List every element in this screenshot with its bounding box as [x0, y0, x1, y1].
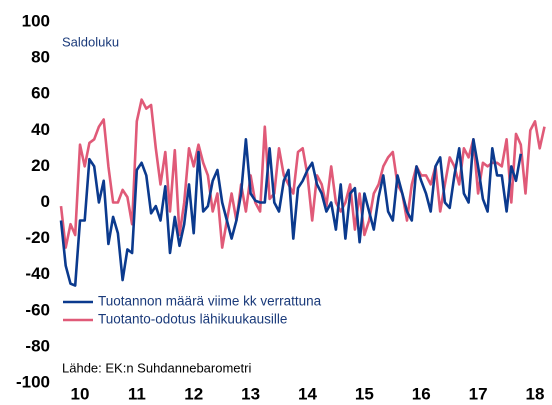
legend-label: Tuotannon määrä viime kk verrattuna: [98, 294, 322, 309]
series-line: [59, 98, 546, 249]
x-tick-label: 13: [241, 384, 260, 403]
y-tick-label: -60: [25, 300, 50, 319]
x-tick-label: 14: [298, 384, 317, 403]
series-line: [59, 138, 523, 287]
y-tick-label: 0: [41, 192, 50, 211]
y-tick-label: 20: [31, 156, 50, 175]
source: Lähde: EK:n Suhdannebarometri: [62, 360, 251, 375]
unit-label: Saldoluku: [62, 34, 119, 49]
y-tick-label: -100: [16, 372, 50, 391]
legend-label: Tuotanto-odotus lähikuukausille: [98, 312, 287, 327]
x-tick-label: 10: [70, 384, 89, 403]
y-tick-label: 40: [31, 120, 50, 139]
x-tick-label: 18: [526, 384, 545, 403]
x-tick-label: 16: [412, 384, 431, 403]
y-tick-label: -20: [25, 228, 50, 247]
y-tick-label: -80: [25, 336, 50, 355]
y-tick-label: 80: [31, 48, 50, 67]
x-tick-label: 15: [355, 384, 374, 403]
y-tick-label: 60: [31, 84, 50, 103]
x-tick-label: 11: [128, 384, 146, 403]
y-tick-label: 100: [22, 11, 50, 30]
y-tick-label: -40: [25, 264, 50, 283]
x-tick-label: 17: [469, 384, 488, 403]
x-tick-label: 12: [184, 384, 203, 403]
